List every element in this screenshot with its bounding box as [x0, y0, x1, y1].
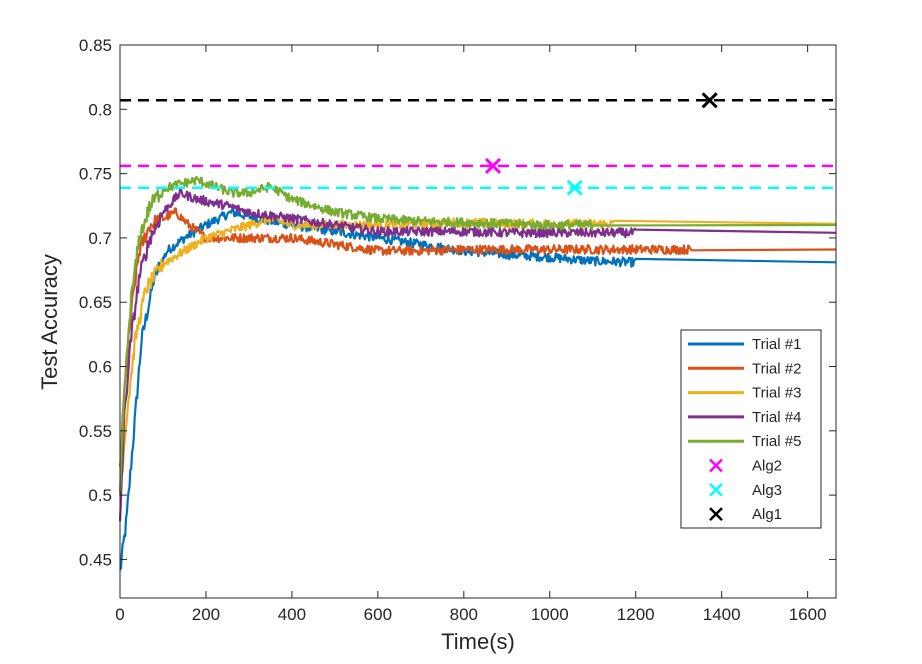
x-axis-label: Time(s) [441, 629, 515, 654]
marker-stroke [484, 157, 502, 174]
legend-swatch [709, 458, 723, 473]
markers-layer [484, 92, 718, 196]
series-line-trial-5 [118, 175, 837, 492]
series-line-trial-3 [118, 214, 837, 497]
legend-label: Alg3 [752, 482, 782, 499]
marker-alg2 [484, 157, 502, 174]
y-axis-label: Test Accuracy [37, 254, 62, 390]
legend-label: Trial #4 [752, 409, 801, 426]
y-tick-label: 0.55 [79, 422, 112, 441]
y-tick-label: 0.85 [79, 36, 112, 55]
legend-label: Trial #3 [752, 385, 801, 402]
axes-box [119, 44, 837, 599]
x-tick-label: 1600 [789, 605, 827, 624]
marker-stroke [566, 179, 583, 196]
legend-label: Trial #5 [752, 433, 801, 450]
y-tick-label: 0.8 [88, 100, 112, 119]
x-tick-label: 1200 [617, 605, 655, 624]
marker-alg3 [566, 179, 583, 196]
legend-swatch [709, 482, 723, 497]
legend-box [680, 329, 822, 529]
y-tick-label: 0.75 [79, 165, 112, 184]
reference-lines-layer [120, 99, 836, 190]
legend-label: Alg1 [752, 506, 782, 523]
series-line-trial-4 [118, 187, 837, 522]
series-line-trial-1 [119, 207, 837, 571]
marker-stroke [701, 92, 718, 109]
y-tick-label: 0.65 [79, 293, 112, 312]
x-tick-label: 1400 [703, 605, 741, 624]
series-layer [118, 175, 837, 571]
y-tick-label: 0.45 [79, 550, 112, 569]
x-tick-label: 200 [192, 605, 220, 624]
x-tick-label: 1000 [531, 605, 569, 624]
legend-label: Trial #2 [752, 360, 801, 377]
x-tick-label: 600 [364, 605, 392, 624]
legend-label: Trial #1 [752, 336, 801, 353]
x-tick-label: 0 [115, 605, 124, 624]
marker-alg1 [701, 92, 718, 109]
series-line-trial-2 [118, 207, 837, 468]
y-tick-label: 0.5 [88, 486, 112, 505]
x-tick-label: 800 [450, 605, 478, 624]
y-tick-label: 0.7 [88, 229, 112, 248]
x-tick-label: 400 [278, 605, 306, 624]
y-tick-label: 0.6 [88, 358, 112, 377]
legend-swatch [709, 507, 723, 521]
legend: Trial #1 Trial #2 Trial #3 Trial #4 Trial #5… [680, 329, 822, 529]
legend-label: Alg2 [752, 458, 782, 475]
ticks-layer: 0 200 400 600 800 1000 1200 1400 1600 0.45 0.5 0.55… [79, 36, 836, 624]
